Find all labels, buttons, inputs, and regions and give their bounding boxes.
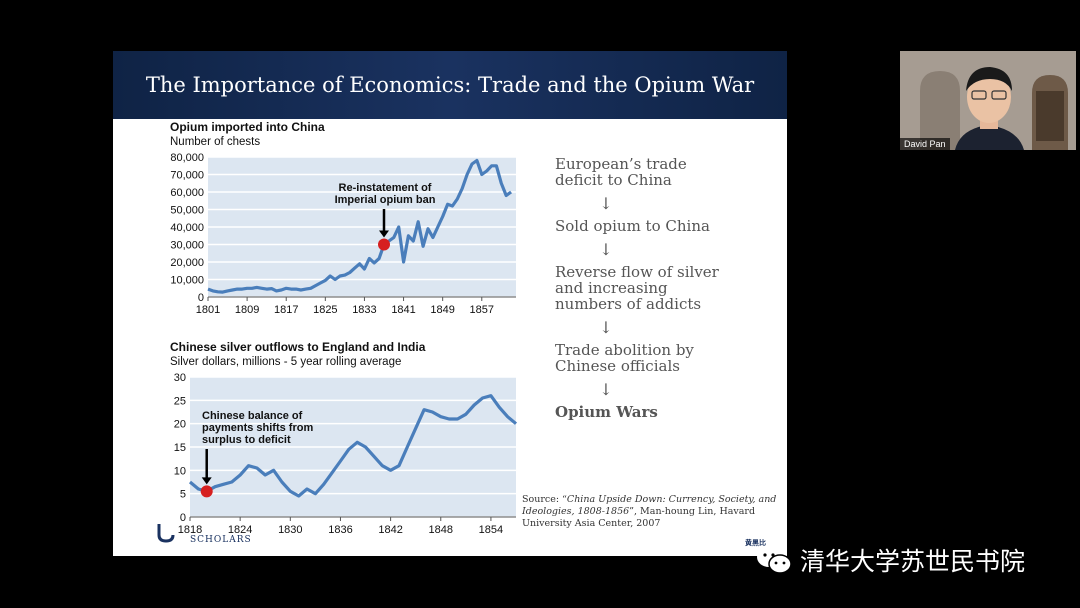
participant-video-tile[interactable]: David Pan xyxy=(900,51,1076,150)
x-tick-label: 1854 xyxy=(479,524,503,533)
silver-outflow-chart: Chinese silver outflows to England and I… xyxy=(160,337,522,533)
wechat-watermark: 清华大学苏世民书院 xyxy=(756,543,1025,577)
x-tick-label: 1836 xyxy=(328,524,352,533)
y-tick-label: 30 xyxy=(174,372,186,384)
y-tick-label: 25 xyxy=(174,395,186,407)
source-citation: Source: “China Upside Down: Currency, So… xyxy=(522,494,782,530)
flow-step: Opium Wars xyxy=(555,403,658,421)
annotation-arrowhead xyxy=(379,230,389,238)
x-tick-label: 1825 xyxy=(313,304,337,316)
participant-name: David Pan xyxy=(900,138,950,150)
x-tick-label: 1842 xyxy=(378,524,402,533)
y-axis-label: Number of chests xyxy=(170,136,260,148)
y-tick-label: 30,000 xyxy=(170,240,204,252)
annotation-text: Re-instatement of xyxy=(339,182,432,194)
y-tick-label: 20,000 xyxy=(170,257,204,269)
down-arrow-icon: ↓ xyxy=(599,380,613,399)
flow-step: Trade abolition by Chinese officials xyxy=(555,341,694,375)
corner-mark: 黄黑比 xyxy=(745,540,766,547)
y-tick-label: 60,000 xyxy=(170,187,204,199)
y-tick-label: 0 xyxy=(180,512,186,524)
annotation-text: Imperial opium ban xyxy=(335,194,436,206)
y-tick-label: 5 xyxy=(180,489,186,501)
x-tick-label: 1849 xyxy=(430,304,454,316)
down-arrow-icon: ↓ xyxy=(599,194,613,213)
x-tick-label: 1801 xyxy=(196,304,220,316)
y-tick-label: 20 xyxy=(174,419,186,431)
flow-step: Sold opium to China xyxy=(555,217,710,235)
watermark-text: 清华大学苏世民书院 xyxy=(800,547,1026,576)
chart-title: Opium imported into China xyxy=(170,120,325,134)
annotation-text: Chinese balance of xyxy=(202,410,303,422)
chart-title: Chinese silver outflows to England and I… xyxy=(170,340,426,354)
annotation-arrowhead xyxy=(201,477,212,485)
x-tick-label: 1857 xyxy=(470,304,494,316)
x-tick-label: 1809 xyxy=(235,304,259,316)
flow-step: European’s trade deficit to China xyxy=(555,155,687,189)
x-tick-label: 1824 xyxy=(228,524,252,533)
series-line xyxy=(188,394,518,498)
series-line xyxy=(207,158,513,294)
x-tick-label: 1841 xyxy=(391,304,415,316)
x-tick-label: 1848 xyxy=(429,524,453,533)
x-tick-label: 1817 xyxy=(274,304,298,316)
y-tick-label: 0 xyxy=(198,292,204,304)
y-tick-label: 10,000 xyxy=(170,275,204,287)
slide-title: The Importance of Economics: Trade and t… xyxy=(145,73,755,97)
y-tick-label: 70,000 xyxy=(170,170,204,182)
source-suffix: ”, Man-houng Lin, Havard University Asia… xyxy=(522,506,756,529)
source-title: China Upside Down: Currency, Society, an… xyxy=(522,494,777,517)
presentation-slide: The Importance of Economics: Trade and t… xyxy=(113,51,787,556)
x-tick-label: 1818 xyxy=(178,524,202,533)
x-tick-label: 1830 xyxy=(278,524,302,533)
participant-video-icon xyxy=(900,51,1076,150)
causal-flow: European’s trade deficit to China ↓ Sold o… xyxy=(555,156,780,420)
down-arrow-icon: ↓ xyxy=(599,318,613,337)
slide-header: The Importance of Economics: Trade and t… xyxy=(113,51,787,119)
annotation-marker xyxy=(378,238,390,251)
logo-text: SCHOLARS xyxy=(190,535,252,545)
y-tick-label: 15 xyxy=(174,442,186,454)
annotation-marker xyxy=(200,485,213,498)
x-tick-label: 1833 xyxy=(352,304,376,316)
y-tick-label: 50,000 xyxy=(170,205,204,217)
y-tick-label: 80,000 xyxy=(170,152,204,164)
flow-step: Reverse flow of silver and increasing nu… xyxy=(555,263,719,313)
y-axis-label: Silver dollars, millions - 5 year rollin… xyxy=(170,356,401,368)
wechat-icon xyxy=(757,547,792,574)
source-prefix: Source: “ xyxy=(522,494,567,505)
annotation-text: payments shifts from xyxy=(202,422,313,434)
y-tick-label: 40,000 xyxy=(170,222,204,234)
down-arrow-icon: ↓ xyxy=(599,240,613,259)
scholars-logo-icon xyxy=(157,524,175,543)
annotation-text: surplus to deficit xyxy=(202,434,291,446)
opium-import-chart: Opium imported into China Number of chest… xyxy=(160,119,522,337)
y-tick-label: 10 xyxy=(174,465,186,477)
